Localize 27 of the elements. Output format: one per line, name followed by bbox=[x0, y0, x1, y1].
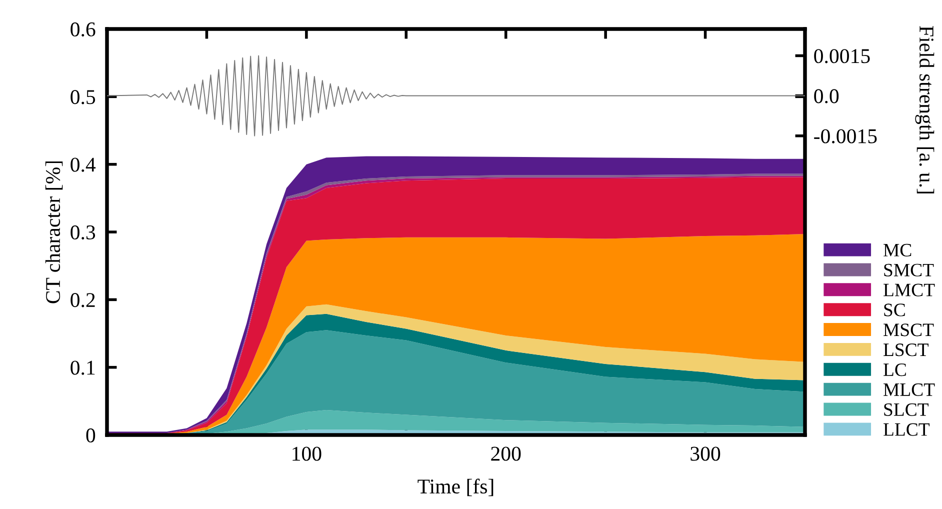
legend-label: SMCT bbox=[884, 264, 934, 276]
y-tick-label: 0.3 bbox=[70, 225, 96, 240]
legend-label: LLCT bbox=[884, 423, 930, 436]
legend-label: MLCT bbox=[884, 383, 935, 396]
legend-label: LC bbox=[884, 363, 906, 376]
y-tick-label: 0.2 bbox=[70, 293, 95, 308]
y-tick-label: 0.1 bbox=[70, 360, 95, 375]
y2-tick-label: -0.0015 bbox=[814, 129, 877, 144]
y-tick-label: 0.4 bbox=[70, 158, 96, 172]
x-tick-label: 200 bbox=[491, 446, 521, 461]
y-axis-title: CT character [%] bbox=[45, 161, 63, 304]
y-tick-label: 0 bbox=[86, 428, 96, 442]
y2-axis-title: Field strength [a. u.] bbox=[915, 26, 934, 194]
line-series bbox=[107, 55, 805, 136]
x-axis-title: Time [fs] bbox=[418, 478, 494, 496]
y-tick-label: 0.5 bbox=[70, 90, 96, 104]
legend-label: SLCT bbox=[884, 403, 928, 416]
legend-label: SC bbox=[884, 304, 905, 316]
y2-tick-label: 0.0015 bbox=[814, 49, 870, 64]
x-tick-label: 100 bbox=[292, 446, 322, 461]
legend-label: MSCT bbox=[884, 324, 934, 336]
legend-label: LMCT bbox=[884, 284, 935, 296]
legend-label: LSCT bbox=[884, 344, 928, 356]
legend-label: MC bbox=[884, 244, 912, 256]
y2-tick-label: 0.0 bbox=[814, 89, 839, 104]
y-tick-label: 0.6 bbox=[70, 22, 96, 37]
x-tick-label: 300 bbox=[690, 446, 720, 461]
